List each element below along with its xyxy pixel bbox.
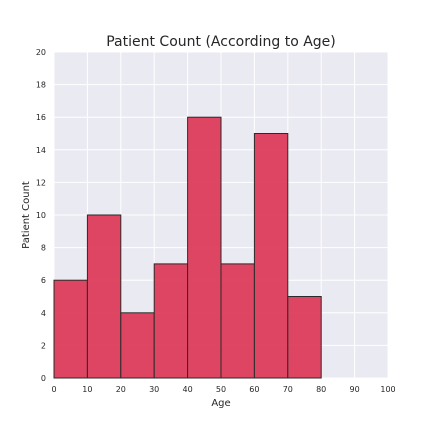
y-tick-label: 20	[36, 48, 46, 57]
chart-title: Patient Count (According to Age)	[106, 34, 336, 50]
y-tick-label: 10	[36, 211, 46, 220]
histogram-bar	[86, 214, 122, 379]
histogram-bar	[220, 263, 255, 379]
x-axis-label: Age	[211, 398, 230, 409]
y-tick-label: 4	[41, 309, 46, 318]
x-tick-label: 10	[82, 385, 92, 394]
x-tick-label: 80	[316, 385, 326, 394]
y-tick-label: 0	[41, 374, 46, 383]
x-tick-label: 50	[216, 385, 226, 394]
x-tick-label: 100	[380, 385, 395, 394]
histogram-bars	[53, 116, 322, 379]
x-tick-label: 60	[249, 385, 259, 394]
y-tick-label: 12	[36, 178, 46, 187]
histogram-bar	[187, 116, 222, 379]
y-tick-label: 8	[41, 244, 46, 253]
y-tick-label: 16	[36, 113, 46, 122]
y-tick-label: 2	[41, 341, 46, 350]
y-axis-ticks: 0 2 4 6 8 10 12 14 16 18 20	[36, 48, 46, 383]
x-tick-label: 20	[116, 385, 126, 394]
x-tick-label: 40	[183, 385, 193, 394]
x-axis-ticks: 0 10 20 30 40 50 60 70 80 90 100	[51, 385, 395, 394]
histogram-bar	[287, 296, 322, 379]
x-tick-label: 90	[350, 385, 360, 394]
histogram-bar	[53, 279, 88, 379]
y-tick-label: 6	[41, 276, 46, 285]
y-tick-label: 18	[36, 81, 46, 90]
histogram-bar	[153, 263, 189, 379]
x-tick-label: 70	[283, 385, 293, 394]
histogram-bar	[120, 312, 155, 379]
y-tick-label: 14	[36, 146, 46, 155]
y-axis-label: Patient Count	[21, 181, 32, 249]
x-tick-label: 30	[149, 385, 159, 394]
x-tick-label: 0	[51, 385, 56, 394]
histogram-bar	[253, 133, 289, 379]
